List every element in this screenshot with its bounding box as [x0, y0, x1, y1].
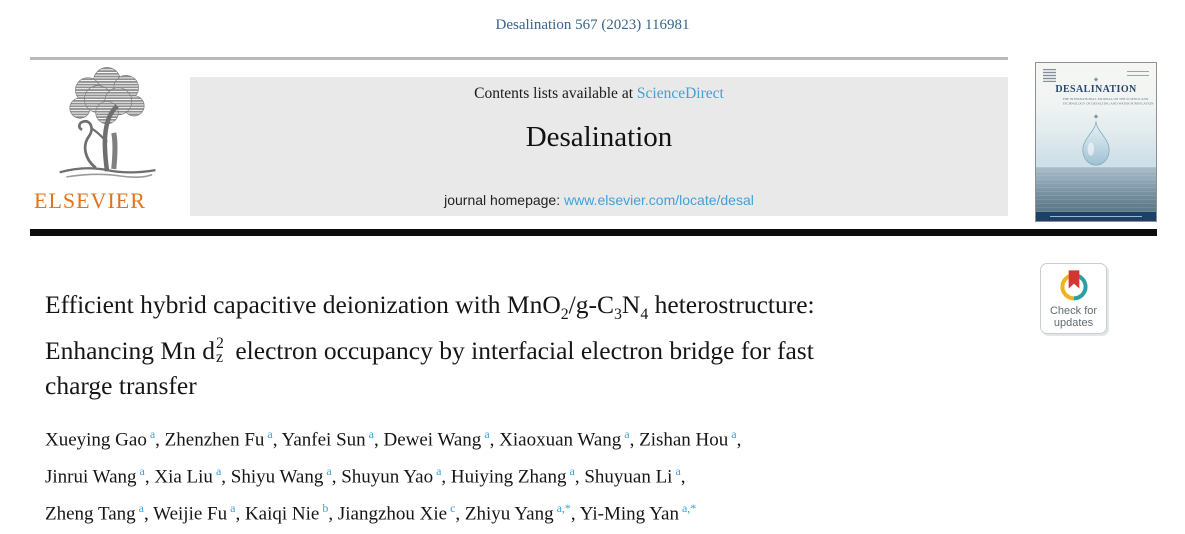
journal-cover-thumbnail[interactable]: DESALINATION THE INTERNATIONAL JOURNAL O…	[1035, 62, 1157, 222]
author-name: Jiangzhou Xie	[337, 502, 448, 524]
author-affiliation-marker[interactable]: a	[368, 427, 374, 441]
author-affiliation-marker[interactable]: c	[450, 500, 456, 515]
cover-bottom-band	[1036, 212, 1156, 221]
cover-publisher-mark-icon	[1043, 69, 1056, 82]
author-name: Yi-Ming Yan	[579, 502, 679, 524]
author-name: Dewei Wang	[383, 429, 482, 451]
article-title: Efficient hybrid capacitive deionization…	[45, 287, 1025, 404]
journal-homepage-link[interactable]: www.elsevier.com/locate/desal	[564, 192, 754, 208]
author-affiliation-marker[interactable]: a	[139, 463, 145, 478]
author-name: Yanfei Sun	[281, 429, 366, 451]
author-name: Zhiyu Yang	[464, 502, 554, 524]
author-affiliation-marker[interactable]: a	[149, 427, 156, 441]
author-name: Jinrui Wang	[45, 466, 137, 488]
author-affiliation-marker[interactable]: a	[215, 463, 222, 478]
check-for-updates-label: Check for updates	[1041, 305, 1106, 329]
author-list: Xueying Gao a, Zhenzhen Fu a, Yanfei Sun a,…	[45, 419, 1025, 529]
title-text-segment: heterostructure:	[648, 290, 815, 319]
author-name: Xueying Gao	[45, 429, 147, 451]
cover-ornament-icon	[1093, 77, 1099, 82]
cover-journal-title: DESALINATION	[1055, 84, 1137, 95]
author-affiliation-marker[interactable]: a	[569, 463, 575, 478]
cover-ornament-icon	[1093, 114, 1099, 119]
author-name: Zheng Tang	[45, 502, 136, 524]
contents-prefix: Contents lists available at	[474, 85, 637, 102]
author-name: Huiying Zhang	[450, 466, 567, 488]
title-text-segment: 3	[614, 306, 622, 324]
title-text-segment: electron occupancy by interfacial electr…	[228, 335, 814, 365]
title-text-segment: N	[621, 290, 641, 319]
title-text-segment: Efficient hybrid capacitive deionization…	[45, 290, 561, 319]
title-text-segment: 4	[640, 306, 649, 324]
homepage-line: journal homepage: www.elsevier.com/locat…	[190, 192, 1008, 208]
author-affiliation-marker[interactable]: a,*	[556, 500, 571, 515]
author-affiliation-marker[interactable]: a,*	[681, 500, 697, 515]
journal-banner: Contents lists available at ScienceDirec…	[190, 77, 1008, 216]
author-affiliation-marker[interactable]: b	[322, 500, 329, 515]
sciencedirect-link[interactable]: ScienceDirect	[636, 85, 724, 102]
author-affiliation-marker[interactable]: a	[484, 427, 490, 441]
author-name: Weijie Fu	[153, 502, 228, 524]
check-for-label-line2: updates	[1053, 316, 1094, 329]
title-text-segment: /g-C	[568, 290, 615, 319]
title-text-segment: charge transfer	[45, 371, 197, 401]
author-name: Shuyuan Li	[584, 466, 673, 488]
crossmark-icon	[1060, 270, 1087, 301]
author-affiliation-marker[interactable]: a	[326, 463, 332, 478]
author-affiliation-marker[interactable]: a	[624, 427, 630, 441]
header-divider-bar	[30, 229, 1157, 236]
cover-subtitle-line1: THE INTERNATIONAL JOURNAL ON THE SCIENCE…	[1062, 97, 1149, 101]
author-affiliation-marker[interactable]: a	[138, 500, 144, 515]
author-affiliation-marker[interactable]: a	[436, 463, 442, 478]
title-line: charge transfer	[45, 368, 1025, 404]
cover-journal-subtitle: THE INTERNATIONAL JOURNAL ON THE SCIENCE…	[1062, 97, 1153, 106]
check-for-updates-badge[interactable]: Check for updates	[1040, 263, 1107, 334]
author-affiliation-marker[interactable]: a	[675, 463, 681, 478]
journal-citation: Desalination 567 (2023) 116981	[495, 17, 690, 33]
water-drop-icon	[1082, 120, 1110, 166]
title-text-segment: Enhancing Mn d	[45, 335, 215, 365]
author-affiliation-marker[interactable]: a	[731, 427, 737, 441]
homepage-prefix: journal homepage:	[444, 192, 564, 208]
author-name: Zishan Hou	[639, 429, 729, 451]
check-for-label-line1: Check for	[1049, 305, 1098, 317]
header-top-rule	[30, 57, 1008, 60]
cover-subtitle-line2: TECHNOLOGY OF DESALTING AND WATER PURIFI…	[1062, 102, 1154, 106]
contents-line: Contents lists available at ScienceDirec…	[190, 77, 1008, 103]
author-name: Xiaoxuan Wang	[499, 429, 622, 451]
author-affiliation-marker[interactable]: a	[267, 427, 273, 441]
cover-volume-info	[1127, 71, 1149, 76]
author-name: Xia Liu	[154, 466, 213, 488]
author-affiliation-marker[interactable]: a	[230, 500, 236, 515]
author-name: Shiyu Wang	[230, 466, 324, 488]
author-line: Jinrui Wang a, Xia Liu a, Shiyu Wang a, Shu…	[45, 463, 686, 488]
author-name: Kaiqi Nie	[244, 502, 320, 524]
journal-name: Desalination	[525, 121, 673, 153]
elsevier-logo-block[interactable]: ELSEVIER	[33, 63, 187, 216]
elsevier-tree-icon	[59, 67, 156, 178]
elsevier-wordmark: ELSEVIER	[34, 188, 146, 213]
author-name: Shuyun Yao	[341, 466, 434, 488]
author-name: Zhenzhen Fu	[164, 429, 265, 451]
author-line: Xueying Gao a, Zhenzhen Fu a, Yanfei Sun a,…	[45, 427, 742, 451]
title-line: Efficient hybrid capacitive deionization…	[45, 287, 1025, 333]
title-text-segment: 2	[560, 306, 569, 324]
author-line: Zheng Tang a, Weijie Fu a, Kaiqi Nie b, Jia…	[45, 500, 697, 524]
